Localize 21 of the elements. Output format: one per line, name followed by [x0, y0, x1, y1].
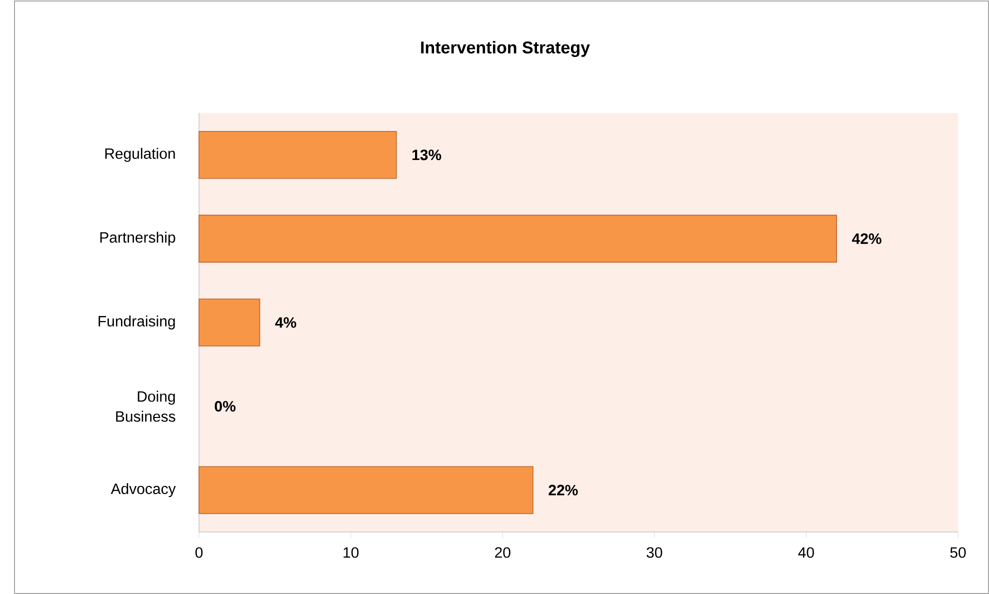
y-tick-label: Doing Business — [116, 390, 176, 422]
chart-title: Intervention Strategy — [421, 41, 590, 57]
y-tick-label: Fundraising — [98, 315, 175, 330]
x-tick-label: 50 — [950, 547, 966, 558]
data-label: 4% — [275, 317, 296, 328]
x-tick-label: 20 — [495, 547, 510, 558]
bar — [198, 466, 534, 514]
x-tick-label: 10 — [344, 547, 359, 558]
bar — [198, 130, 397, 179]
bar — [198, 298, 260, 346]
x-tick-label: 0 — [195, 547, 203, 558]
y-tick-label: Advocacy — [110, 483, 176, 498]
y-tick-label: Partnership — [100, 232, 176, 246]
data-label: 0% — [214, 400, 236, 412]
x-tick-label: 40 — [798, 547, 814, 558]
y-tick-label: Regulation — [105, 148, 175, 162]
data-label: 22% — [548, 484, 578, 496]
data-label: 42% — [852, 233, 882, 244]
bar — [198, 214, 837, 263]
data-label: 13% — [412, 150, 442, 160]
x-tick-label: 30 — [646, 547, 662, 558]
